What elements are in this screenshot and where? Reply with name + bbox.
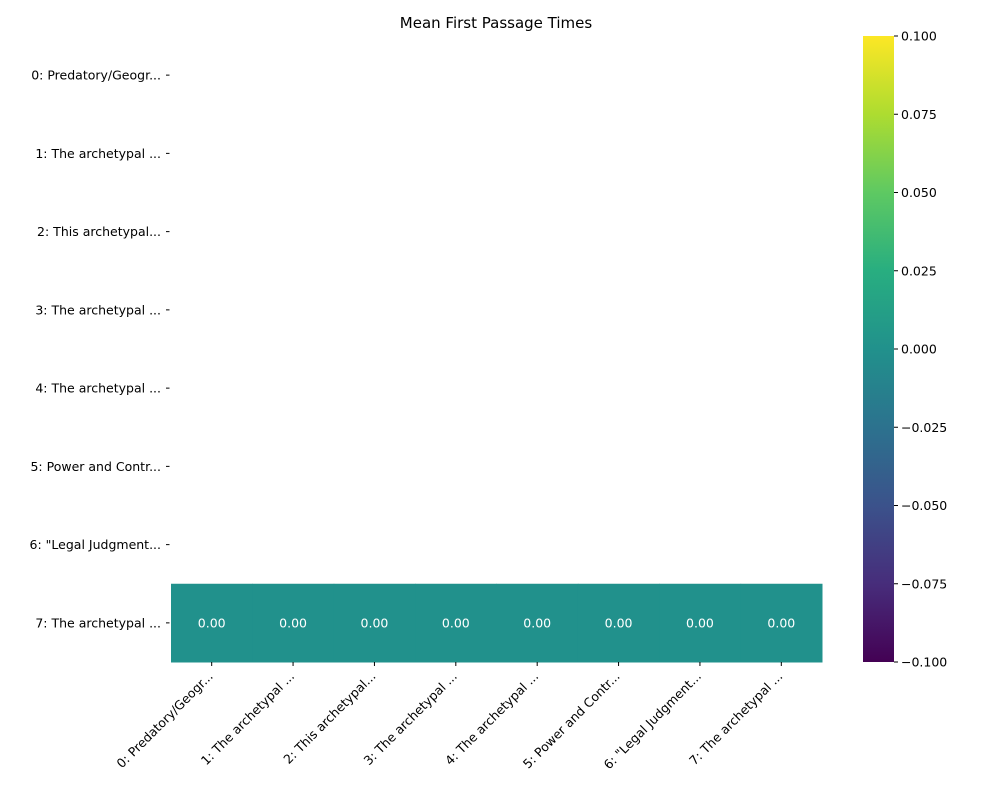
colorbar-tick-label: 0.025 bbox=[901, 263, 937, 278]
colorbar-tick-label: 0.000 bbox=[901, 342, 937, 357]
heatmap-cell bbox=[415, 583, 497, 663]
cell-annotation: 0.00 bbox=[279, 615, 307, 630]
colorbar-tick-label: −0.100 bbox=[901, 655, 947, 670]
y-tick-label: 5: Power and Contr... bbox=[30, 459, 161, 474]
heatmap-cell bbox=[740, 583, 823, 663]
colorbar-gradient bbox=[863, 36, 894, 662]
heatmap-cell bbox=[659, 583, 742, 663]
x-axis-ticks: 0: Predatory/Geogr...1: The archetypal .… bbox=[113, 662, 785, 772]
y-tick-label: 4: The archetypal ... bbox=[35, 381, 161, 396]
heatmap-cell bbox=[577, 583, 660, 663]
colorbar-tick-label: −0.075 bbox=[901, 576, 947, 591]
y-axis-ticks: 0: Predatory/Geogr... 1: The archetypal .… bbox=[30, 68, 170, 630]
x-tick-label: 7: The archetypal ... bbox=[686, 669, 785, 768]
colorbar-ticks: −0.100 −0.075 −0.050 −0.025 0.000 0.025 0.050 0… bbox=[894, 29, 947, 670]
colorbar-tick-label: 0.050 bbox=[901, 185, 937, 200]
y-tick-label: 6: "Legal Judgment... bbox=[30, 537, 161, 552]
colorbar-tick-label: −0.025 bbox=[901, 420, 947, 435]
colorbar bbox=[863, 36, 894, 662]
heatmap-cell bbox=[252, 583, 335, 663]
y-tick-label: 7: The archetypal ... bbox=[35, 615, 161, 630]
colorbar-tick-label: −0.050 bbox=[901, 498, 947, 513]
colorbar-tick-label: 0.100 bbox=[901, 29, 937, 44]
cell-annotation: 0.00 bbox=[442, 615, 470, 630]
chart-title: Mean First Passage Times bbox=[400, 14, 593, 32]
x-tick-label: 2: This archetypal... bbox=[280, 669, 378, 767]
cell-annotation: 0.00 bbox=[198, 615, 226, 630]
heatmap-cells bbox=[171, 583, 823, 663]
cell-annotation: 0.00 bbox=[686, 615, 714, 630]
y-tick-label: 3: The archetypal ... bbox=[35, 302, 161, 317]
cell-annotation: 0.00 bbox=[361, 615, 389, 630]
heatmap-cell bbox=[496, 583, 579, 663]
heatmap-cell bbox=[333, 583, 416, 663]
y-tick-label: 1: The archetypal ... bbox=[35, 146, 161, 161]
cell-annotation: 0.00 bbox=[523, 615, 551, 630]
cell-annotation: 0.00 bbox=[767, 615, 795, 630]
y-tick-label: 0: Predatory/Geogr... bbox=[31, 68, 161, 83]
cell-annotation: 0.00 bbox=[605, 615, 633, 630]
heatmap-cell bbox=[171, 583, 253, 663]
colorbar-tick-label: 0.075 bbox=[901, 107, 937, 122]
cell-annotations: 0.00 0.00 0.00 0.00 0.00 0.00 0.00 0.00 bbox=[198, 615, 796, 630]
y-tick-label: 2: This archetypal... bbox=[37, 224, 161, 239]
